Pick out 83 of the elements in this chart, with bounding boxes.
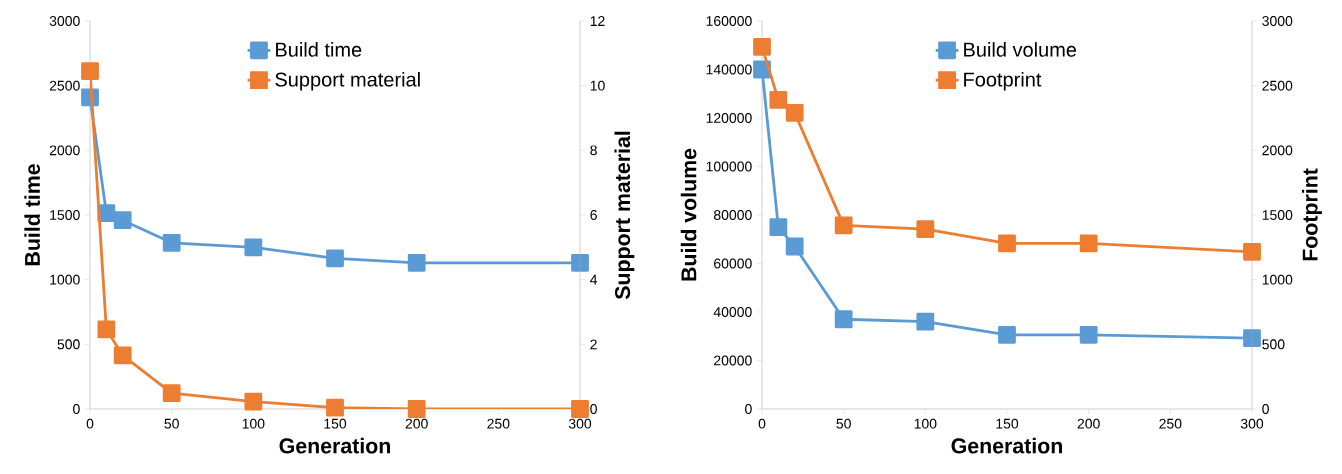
- x-tick-label: 200: [1077, 418, 1100, 429]
- x-tick-label: 250: [1159, 418, 1182, 429]
- point: [916, 220, 935, 239]
- y-tick-label: 3000: [49, 16, 80, 26]
- point: [1243, 242, 1261, 261]
- point: [785, 103, 804, 122]
- y-axis-title: Build volume: [680, 148, 697, 281]
- point: [162, 384, 181, 403]
- y2-axis-title: Footprint: [1302, 168, 1322, 261]
- point: [326, 398, 344, 417]
- y-tick-label: 1500: [50, 210, 80, 220]
- y2-tick-label: 1500: [1262, 210, 1293, 220]
- x-tick-label: 0: [758, 418, 766, 429]
- y2-tick-label: 8: [590, 145, 597, 156]
- y-tick-label: 0: [73, 404, 80, 414]
- legend-label: Build volume: [964, 42, 1077, 57]
- x-tick-label: 300: [568, 418, 592, 429]
- y2-tick-label: 2: [590, 339, 597, 350]
- x-tick-label: 50: [164, 418, 179, 429]
- point: [244, 238, 263, 257]
- point: [916, 312, 935, 331]
- y-tick-label: 100000: [706, 161, 752, 172]
- point: [97, 320, 116, 339]
- y-tick-label: 20000: [714, 355, 752, 366]
- y2-axis-title: Support material: [614, 131, 635, 300]
- x-tick-label: 300: [1240, 418, 1264, 429]
- y-tick-label: 60000: [714, 258, 752, 269]
- y-tick-label: 2500: [49, 80, 80, 91]
- y-tick-label: 2000: [49, 145, 80, 156]
- point: [769, 218, 788, 237]
- x-tick-label: 200: [405, 418, 428, 429]
- y-tick-label: 0: [745, 404, 752, 414]
- point: [834, 216, 853, 235]
- x-tick-label: 0: [86, 418, 94, 429]
- point: [326, 249, 344, 268]
- y2-tick-label: 4: [590, 274, 598, 285]
- y2-tick-label: 12: [590, 16, 605, 26]
- y2-tick-label: 10: [590, 80, 605, 91]
- point: [571, 253, 589, 272]
- point: [769, 90, 788, 109]
- point: [753, 37, 771, 56]
- y-tick-label: 120000: [706, 113, 752, 123]
- y2-tick-label: 0: [590, 404, 597, 414]
- point: [1079, 234, 1098, 253]
- y-tick-label: 160000: [706, 16, 752, 26]
- point: [1079, 325, 1098, 344]
- x-tick-label: 50: [836, 418, 851, 429]
- point: [113, 346, 132, 365]
- x-tick-label: 100: [242, 418, 265, 429]
- y2-tick-label: 500: [1262, 339, 1285, 350]
- y2-tick-label: 0: [1262, 404, 1269, 414]
- y2-tick-label: 2000: [1262, 145, 1293, 156]
- point: [1243, 329, 1261, 348]
- y-tick-label: 140000: [706, 64, 752, 75]
- point: [571, 400, 589, 418]
- x-tick-label: 150: [324, 418, 347, 429]
- point: [407, 253, 426, 272]
- y-tick-label: 1000: [50, 274, 80, 285]
- x-axis-title: Generation: [279, 437, 390, 454]
- point: [998, 325, 1016, 344]
- legend-label: Footprint: [964, 71, 1042, 91]
- point: [81, 62, 99, 80]
- x-tick-label: 100: [914, 418, 937, 429]
- point: [407, 400, 426, 418]
- y2-tick-label: 3000: [1262, 16, 1293, 26]
- y-tick-label: 80000: [713, 210, 752, 220]
- y-tick-label: 500: [57, 339, 80, 350]
- y-axis-title: Build time: [24, 164, 41, 266]
- legend-label: Support material: [275, 71, 420, 91]
- point: [162, 233, 181, 252]
- y2-tick-label: 6: [590, 210, 597, 220]
- x-tick-label: 150: [996, 418, 1019, 429]
- point: [244, 392, 263, 411]
- point: [785, 237, 804, 256]
- x-axis-title: Generation: [951, 437, 1062, 454]
- point: [113, 211, 132, 230]
- x-tick-label: 250: [487, 418, 510, 429]
- y2-tick-label: 1000: [1262, 274, 1293, 285]
- point: [998, 234, 1016, 253]
- y-tick-label: 40000: [713, 307, 752, 317]
- legend-label: Build time: [276, 42, 362, 57]
- point: [834, 310, 853, 329]
- y2-tick-label: 2500: [1262, 80, 1293, 91]
